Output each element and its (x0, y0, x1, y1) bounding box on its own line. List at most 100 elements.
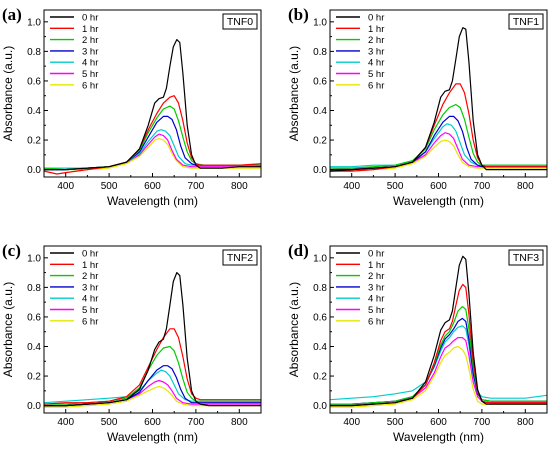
y-tick-label: 0.8 (313, 47, 327, 58)
legend-label: 2 hr (368, 35, 384, 46)
y-tick-label: 0.8 (27, 283, 41, 294)
series-line-5-hr (330, 132, 547, 171)
panel-letter: (b) (288, 5, 309, 24)
series-line-0-hr (330, 27, 547, 172)
legend: 0 hr1 hr2 hr3 hr4 hr5 hr6 hr (336, 13, 384, 91)
series-line-0-hr (44, 272, 261, 407)
y-axis-label: Absorbance (a.u.) (1, 282, 15, 377)
plot-frame (43, 9, 262, 178)
legend-label: 6 hr (368, 80, 384, 91)
y-tick-label: 0.6 (313, 76, 327, 87)
legend-label: 4 hr (82, 294, 98, 305)
sample-tag-box (222, 249, 258, 266)
legend-label: 0 hr (82, 249, 98, 260)
legend-label: 4 hr (82, 58, 98, 69)
panel-letter: (d) (288, 241, 309, 260)
legend-label: 5 hr (82, 305, 98, 316)
y-tick-label: 1.0 (313, 17, 327, 28)
legend-label: 3 hr (368, 282, 384, 293)
series-group (330, 255, 547, 408)
series-line-5-hr (330, 337, 547, 405)
series-line-1-hr (44, 328, 261, 405)
x-tick-label: 500 (101, 417, 118, 428)
y-tick-label: 0.6 (313, 312, 327, 323)
legend-label: 5 hr (368, 69, 384, 80)
x-tick-label: 700 (188, 417, 205, 428)
sample-tag: TNF2 (227, 252, 253, 264)
x-tick-label: 700 (474, 181, 491, 192)
y-tick-label: 1.0 (313, 253, 327, 264)
legend-label: 0 hr (368, 249, 384, 260)
panel-letter: (a) (2, 5, 22, 24)
y-tick-label: 1.0 (27, 17, 41, 28)
series-line-5-hr (44, 133, 261, 171)
legend-label: 4 hr (368, 58, 384, 69)
x-tick-label: 600 (430, 181, 447, 192)
series-line-6-hr (44, 385, 261, 408)
series-line-4-hr (330, 325, 547, 401)
y-tick-label: 0.4 (313, 106, 327, 117)
y-tick-label: 0.4 (27, 106, 41, 117)
legend-label: 4 hr (368, 294, 384, 305)
series-line-2-hr (44, 105, 261, 171)
sample-tag-box (222, 13, 258, 30)
y-tick-label: 0.8 (27, 47, 41, 58)
panel-1: (a) 400 500 600 700 800 0.0 0.2 0.4 0.6 0.8 1.0 Wave… (1, 5, 262, 208)
legend-label: 1 hr (368, 24, 384, 35)
x-axis-label: Wavelength (nm) (107, 430, 198, 444)
legend: 0 hr1 hr2 hr3 hr4 hr5 hr6 hr (50, 249, 98, 327)
y-tick-label: 0.0 (27, 165, 41, 176)
x-tick-label: 700 (188, 181, 205, 192)
series-line-2-hr (330, 104, 547, 169)
x-tick-label: 800 (517, 417, 534, 428)
x-tick-label: 400 (343, 417, 360, 428)
x-tick-label: 500 (387, 181, 404, 192)
panel-letter: (c) (2, 241, 21, 260)
series-line-4-hr (44, 129, 261, 169)
x-tick-label: 400 (343, 181, 360, 192)
y-tick-label: 0.4 (313, 342, 327, 353)
series-line-6-hr (330, 139, 547, 172)
series-line-4-hr (330, 123, 547, 168)
y-axis-label: Absorbance (a.u.) (287, 282, 301, 377)
legend-label: 1 hr (82, 260, 98, 271)
legend-label: 5 hr (368, 305, 384, 316)
legend: 0 hr1 hr2 hr3 hr4 hr5 hr6 hr (50, 13, 98, 91)
series-group (44, 39, 261, 175)
legend: 0 hr1 hr2 hr3 hr4 hr5 hr6 hr (336, 249, 384, 327)
legend-label: 5 hr (82, 69, 98, 80)
x-tick-label: 500 (101, 181, 118, 192)
legend-label: 1 hr (368, 260, 384, 271)
x-tick-label: 400 (57, 417, 74, 428)
x-tick-label: 500 (387, 417, 404, 428)
x-tick-label: 600 (144, 417, 161, 428)
x-tick-label: 800 (231, 181, 248, 192)
series-line-1-hr (330, 83, 547, 172)
series-group (44, 272, 261, 408)
y-tick-label: 0.0 (313, 165, 327, 176)
legend-label: 2 hr (82, 35, 98, 46)
series-line-1-hr (44, 95, 261, 175)
x-tick-label: 700 (474, 417, 491, 428)
y-tick-label: 0.8 (313, 283, 327, 294)
x-axis-label: Wavelength (nm) (393, 194, 484, 208)
x-axis-label: Wavelength (nm) (393, 430, 484, 444)
panel-3: (c) 400 500 600 700 800 0.0 0.2 0.4 0.6 0.8 1.0 Wave… (1, 241, 262, 444)
legend-label: 3 hr (82, 282, 98, 293)
series-line-5-hr (44, 379, 261, 407)
series-line-2-hr (330, 306, 547, 405)
series-line-0-hr (44, 39, 261, 171)
y-tick-label: 0.6 (27, 76, 41, 87)
y-tick-label: 1.0 (27, 253, 41, 264)
series-line-1-hr (330, 283, 547, 407)
legend-label: 6 hr (82, 80, 98, 91)
y-tick-label: 0.2 (313, 372, 327, 383)
legend-label: 1 hr (82, 24, 98, 35)
series-line-0-hr (330, 255, 547, 407)
x-tick-label: 800 (231, 417, 248, 428)
x-tick-label: 600 (430, 417, 447, 428)
y-tick-label: 0.0 (313, 401, 327, 412)
plot-frame (43, 245, 262, 414)
y-axis-label: Absorbance (a.u.) (1, 46, 15, 141)
